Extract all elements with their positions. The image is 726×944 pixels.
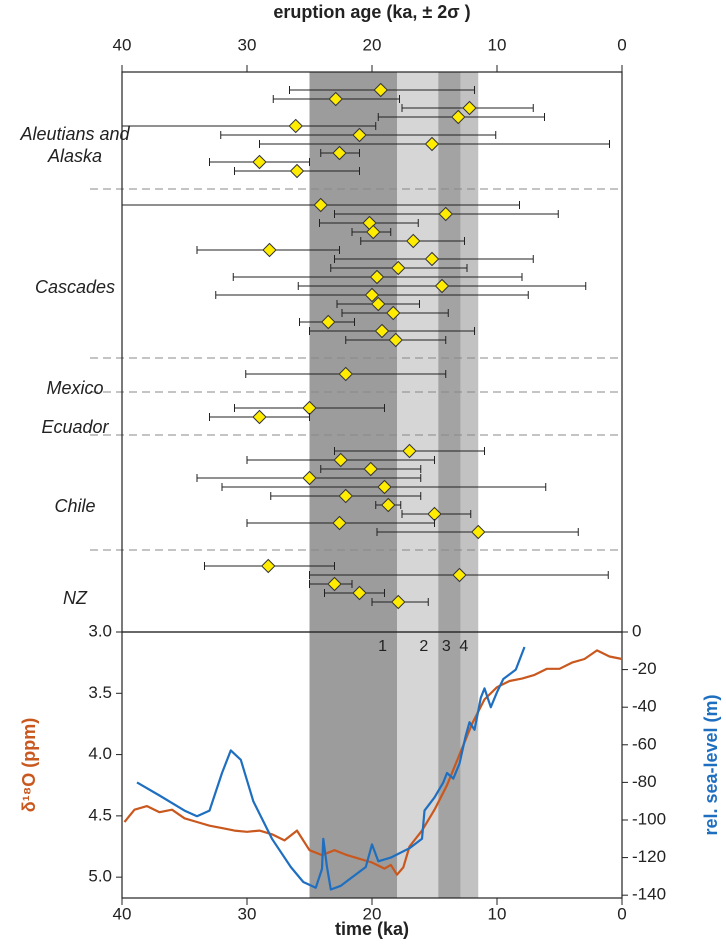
x-tick-label: 40 (113, 904, 132, 923)
y-tick-label: 3.0 (88, 621, 112, 640)
y2-tick-label: -40 (632, 697, 657, 716)
diamond-marker (434, 278, 450, 294)
diamond-marker (338, 488, 353, 504)
diamond-marker (388, 332, 403, 348)
x-tick-label: 0 (617, 35, 626, 54)
region-label: Aleutians and Alaska (20, 123, 130, 166)
series-line (123, 649, 623, 876)
diamond-marker (366, 224, 381, 240)
diamond-marker (321, 314, 336, 330)
diamond-marker (333, 452, 348, 468)
diamond-marker (261, 558, 276, 574)
diamond-marker (406, 233, 421, 249)
diamond-marker (402, 443, 417, 459)
x-tick-label: 0 (617, 904, 626, 923)
right-axis-title: rel. sea-level (m) (701, 694, 721, 835)
y2-tick-label: 0 (632, 621, 641, 640)
band-label: 3 (442, 638, 451, 655)
diamond-marker (338, 366, 353, 382)
region-label: Ecuador (41, 416, 109, 437)
diamond-marker (424, 251, 440, 267)
y-tick-label: 4.5 (88, 805, 112, 824)
diamond-marker (451, 109, 466, 125)
diamond-marker (386, 305, 401, 321)
diamond-marker (352, 127, 367, 143)
diamond-marker (302, 470, 317, 486)
diamond-marker (462, 100, 477, 116)
y2-tick-label: -120 (632, 847, 666, 866)
y2-tick-label: -100 (632, 809, 666, 828)
diamond-marker (332, 515, 347, 531)
band (397, 72, 439, 898)
x-tick-label: 30 (238, 904, 257, 923)
bands (309, 72, 479, 898)
diamond-marker (381, 497, 396, 513)
band-label: 1 (378, 638, 387, 655)
x-tick-label: 30 (238, 35, 257, 54)
diamond-marker (371, 296, 386, 312)
diamond-marker (289, 163, 305, 179)
diamond-marker (377, 479, 392, 495)
diamond-marker (262, 242, 277, 258)
region-label: Mexico (46, 378, 104, 398)
diamond-marker (252, 409, 267, 425)
diamond-marker (332, 145, 347, 161)
x-tick-label: 20 (363, 35, 382, 54)
y-tick-label: 4.0 (88, 744, 112, 763)
diamond-marker (452, 567, 467, 583)
band-label: 2 (419, 638, 428, 655)
region-label: Chile (54, 495, 96, 516)
diamond-marker (369, 269, 385, 285)
diamond-marker (364, 287, 380, 303)
top-axis-title: eruption age (ka, ± 2σ ) (273, 2, 470, 22)
diamond-marker (313, 197, 328, 213)
diamond-marker (374, 323, 390, 339)
band (438, 72, 461, 898)
diamond-marker (373, 82, 388, 98)
diamond-marker (327, 576, 342, 592)
y2-tick-label: -140 (632, 885, 666, 904)
diamond-marker (288, 118, 303, 134)
region-label: NZ (63, 588, 87, 608)
diamond-marker (252, 154, 267, 170)
x-tick-label: 40 (113, 35, 132, 54)
band (460, 72, 479, 898)
bottom-axis-title: time (ka) (335, 919, 409, 939)
x-tick-label: 10 (488, 904, 507, 923)
series-line (136, 646, 526, 891)
y2-tick-label: -60 (632, 734, 657, 753)
y2-tick-label: -80 (632, 772, 657, 791)
diamond-marker (424, 136, 440, 152)
diamond-marker (352, 585, 367, 601)
y-tick-label: 3.5 (88, 683, 112, 702)
diamond-marker (391, 260, 406, 276)
x-tick-label: 20 (363, 904, 382, 923)
diamond-marker (471, 524, 486, 540)
diamond-marker (328, 91, 343, 107)
x-tick-label: 10 (488, 35, 507, 54)
region-label: Cascades (34, 276, 116, 297)
diamond-marker (363, 461, 378, 477)
y-tick-label: 5.0 (88, 867, 112, 886)
diamond-marker (391, 594, 406, 610)
band-label: 4 (459, 638, 468, 655)
left-axis-title: δ¹⁸O (ppm) (19, 718, 39, 812)
y2-tick-label: -20 (632, 659, 657, 678)
diamond-marker (438, 206, 453, 222)
